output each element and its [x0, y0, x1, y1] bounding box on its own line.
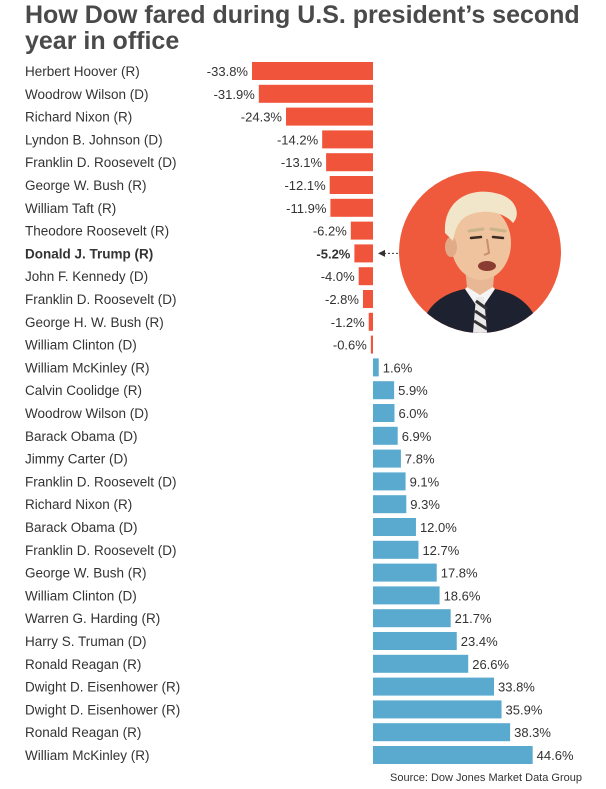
category-label: Barack Obama (D) [25, 429, 138, 444]
category-label: Dwight D. Eisenhower (R) [25, 702, 180, 717]
bar [373, 563, 437, 582]
category-label: Theodore Roosevelt (R) [25, 224, 169, 239]
bar [373, 358, 379, 377]
category-label: William McKinley (R) [25, 360, 150, 375]
category-label: William Clinton (D) [25, 338, 137, 353]
value-label: -13.1% [281, 155, 323, 170]
category-label: Warren G. Harding (R) [25, 611, 160, 626]
bar [373, 449, 401, 468]
category-label: Ronald Reagan (R) [25, 725, 141, 740]
value-label: -4.0% [321, 269, 355, 284]
value-label: 38.3% [514, 725, 551, 740]
bar [354, 244, 373, 263]
category-label: George W. Bush (R) [25, 566, 147, 581]
category-label: Lyndon B. Johnson (D) [25, 132, 163, 147]
bar [370, 335, 373, 354]
bar [252, 62, 373, 80]
value-label: 7.8% [405, 452, 435, 467]
highlight-arrow-icon [378, 249, 385, 257]
value-label: 6.9% [402, 429, 432, 444]
bar [373, 632, 457, 650]
bar [350, 221, 373, 240]
category-label: Harry S. Truman (D) [25, 634, 147, 649]
category-label: George W. Bush (R) [25, 178, 147, 193]
bar [362, 290, 373, 308]
bar [329, 176, 373, 194]
value-label: -12.1% [284, 178, 326, 193]
category-label: Dwight D. Eisenhower (R) [25, 680, 180, 695]
bar [326, 153, 373, 172]
category-label: William Clinton (D) [25, 588, 137, 603]
category-label: Herbert Hoover (R) [25, 64, 140, 79]
category-label: Woodrow Wilson (D) [25, 87, 149, 102]
bar [368, 312, 373, 331]
donald-trump-portrait-icon [399, 171, 561, 333]
bar [373, 746, 533, 764]
category-label: Calvin Coolidge (R) [25, 383, 142, 398]
bar [373, 677, 494, 696]
category-label: Franklin D. Roosevelt (D) [25, 543, 177, 558]
bar [373, 426, 398, 445]
value-label: 26.6% [472, 657, 509, 672]
value-label: 33.8% [498, 680, 535, 695]
category-label: Richard Nixon (R) [25, 497, 132, 512]
bar [373, 586, 440, 605]
portrait-illustration [419, 191, 541, 333]
value-label: -5.2% [316, 246, 350, 261]
bar [322, 130, 373, 149]
value-label: -11.9% [286, 201, 327, 216]
category-label: Franklin D. Roosevelt (D) [25, 474, 177, 489]
value-label: -6.2% [313, 224, 347, 239]
bar [358, 267, 373, 286]
value-label: 5.9% [398, 383, 428, 398]
bar [373, 381, 395, 400]
category-label: Richard Nixon (R) [25, 110, 132, 125]
bar [373, 654, 469, 673]
category-label: John F. Kennedy (D) [25, 269, 148, 284]
value-label: 21.7% [455, 611, 492, 626]
bar [373, 723, 511, 742]
category-label: William Taft (R) [25, 201, 116, 216]
category-label: Woodrow Wilson (D) [25, 406, 149, 421]
bar [373, 518, 416, 536]
category-label: Donald J. Trump (R) [25, 246, 153, 261]
value-label: 35.9% [506, 702, 543, 717]
value-label: -31.9% [214, 87, 256, 102]
bar [373, 540, 419, 559]
category-label: Franklin D. Roosevelt (D) [25, 155, 177, 170]
category-label: Ronald Reagan (R) [25, 657, 141, 672]
bar [258, 84, 373, 103]
category-label: George H. W. Bush (R) [25, 315, 164, 330]
value-label: -0.6% [333, 338, 367, 353]
value-label: -33.8% [207, 64, 249, 79]
bar [373, 495, 407, 514]
value-label: 44.6% [537, 748, 574, 763]
value-label: 9.3% [410, 497, 440, 512]
value-label: 12.0% [420, 520, 457, 535]
value-label: 17.8% [441, 566, 478, 581]
bar [373, 404, 395, 422]
category-label: Jimmy Carter (D) [25, 452, 128, 467]
bar [373, 700, 502, 719]
value-label: -1.2% [331, 315, 365, 330]
value-label: 1.6% [383, 360, 413, 375]
value-label: 18.6% [444, 588, 481, 603]
bar [373, 472, 406, 491]
value-label: 9.1% [410, 474, 440, 489]
value-label: -14.2% [277, 132, 319, 147]
value-label: 23.4% [461, 634, 498, 649]
value-label: -24.3% [241, 110, 283, 125]
value-label: 6.0% [398, 406, 428, 421]
value-label: 12.7% [422, 543, 459, 558]
bar [330, 198, 373, 217]
category-label: Barack Obama (D) [25, 520, 138, 535]
chart-title: How Dow fared during U.S. president’s se… [25, 1, 580, 55]
category-label: Franklin D. Roosevelt (D) [25, 292, 177, 307]
bar [286, 107, 373, 126]
category-label: William McKinley (R) [25, 748, 150, 763]
bar [373, 609, 451, 628]
value-label: -2.8% [325, 292, 359, 307]
source-note: Source: Dow Jones Market Data Group [390, 772, 582, 784]
